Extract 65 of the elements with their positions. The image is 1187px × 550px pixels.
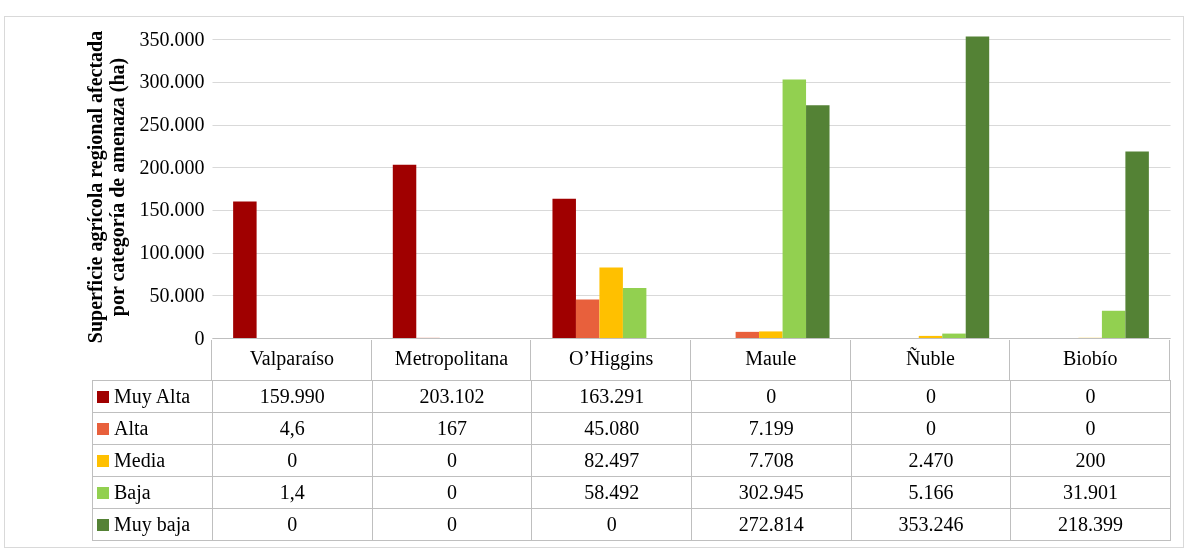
y-tick-label: 0 [194,326,205,349]
data-label: 45.080 [531,412,692,445]
data-label: 7.708 [691,444,852,477]
legend-label: Alta [92,412,213,445]
data-label: 218.399 [1010,508,1171,541]
data-label: 353.246 [851,508,1011,541]
data-label: 58.492 [531,476,692,509]
bar [942,333,966,338]
bar [233,201,257,338]
data-label: 0 [1010,380,1171,413]
bar [599,267,623,338]
y-tick-label: 350.000 [139,27,205,50]
data-label: 31.901 [1010,476,1171,509]
legend-label: Muy Alta [92,380,213,413]
bar [918,335,943,338]
y-axis-title: Superficie agrícola regional afectada por categoría de amenaza (ha) [83,30,129,344]
bar [782,79,807,338]
x-tick-label: O’Higgins [568,346,654,370]
data-label: 272.814 [691,508,852,541]
bar [552,198,576,338]
x-tick-label: Metropolitana [394,346,509,370]
data-label: 0 [851,380,1011,413]
data-label: 0 [372,508,532,541]
data-label: 0 [372,476,532,509]
x-tick-label: Biobío [1062,346,1118,369]
y-tick-label: 100.000 [139,241,205,264]
data-label: 4,6 [212,412,373,445]
bar [392,164,417,338]
data-label: 0 [531,508,692,541]
data-label: 163.291 [531,380,692,413]
data-label: 1,4 [212,476,373,509]
bar [759,331,783,338]
legend-label: Baja [92,476,213,509]
bar [575,299,600,338]
data-label: 5.166 [851,476,1011,509]
data-label: 0 [372,444,532,477]
bar [622,288,647,338]
legend-label: Media [92,444,213,477]
y-tick-label: 250.000 [139,113,205,136]
x-tick-label: Valparaíso [249,346,335,370]
data-label: 82.497 [531,444,692,477]
data-label: 0 [212,444,373,477]
data-label: 167 [372,412,532,445]
x-tick-label: Maule [745,346,797,369]
y-tick-label: 150.000 [139,198,205,221]
data-label: 0 [212,508,373,541]
y-tick-label: 300.000 [139,70,205,93]
x-tick-label: Ñuble [906,345,956,369]
y-tick-label: 50.000 [149,283,205,306]
data-label: 302.945 [691,476,852,509]
data-label: 200 [1010,444,1171,477]
bar [1125,151,1149,338]
data-label: 0 [1010,412,1171,445]
bar [1101,310,1126,338]
data-label: 2.470 [851,444,1011,477]
bar [806,105,830,338]
data-label: 159.990 [212,380,373,413]
y-tick-label: 200.000 [139,155,205,178]
bar [735,331,760,338]
data-label: 0 [851,412,1011,445]
data-label: 7.199 [691,412,852,445]
bar [965,36,990,338]
data-label: 0 [691,380,852,413]
data-label: 203.102 [372,380,532,413]
legend-label: Muy baja [92,508,213,541]
